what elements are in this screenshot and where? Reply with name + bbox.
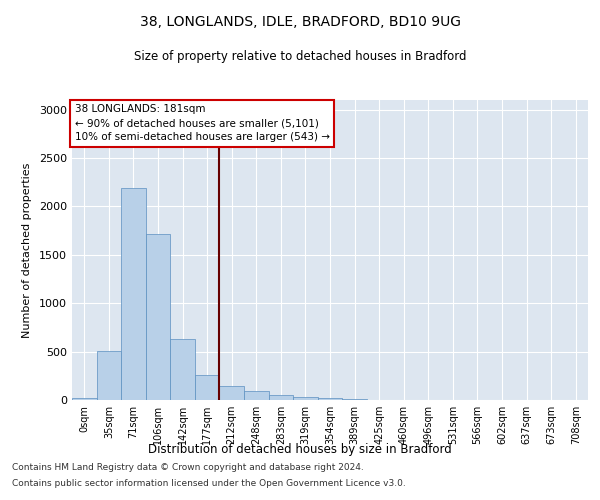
- Bar: [121, 188, 146, 400]
- Text: Size of property relative to detached houses in Bradford: Size of property relative to detached ho…: [134, 50, 466, 63]
- Bar: [220, 386, 244, 400]
- Bar: [97, 350, 121, 400]
- Text: Contains HM Land Registry data © Crown copyright and database right 2024.: Contains HM Land Registry data © Crown c…: [12, 464, 364, 472]
- Bar: [146, 234, 170, 400]
- Text: 38 LONGLANDS: 181sqm
← 90% of detached houses are smaller (5,101)
10% of semi-de: 38 LONGLANDS: 181sqm ← 90% of detached h…: [74, 104, 329, 142]
- Text: Contains public sector information licensed under the Open Government Licence v3: Contains public sector information licen…: [12, 478, 406, 488]
- Bar: [170, 339, 195, 400]
- Bar: [293, 396, 318, 400]
- Text: 38, LONGLANDS, IDLE, BRADFORD, BD10 9UG: 38, LONGLANDS, IDLE, BRADFORD, BD10 9UG: [139, 15, 461, 29]
- Text: Distribution of detached houses by size in Bradford: Distribution of detached houses by size …: [148, 442, 452, 456]
- Bar: [318, 398, 342, 400]
- Y-axis label: Number of detached properties: Number of detached properties: [22, 162, 32, 338]
- Bar: [195, 376, 220, 400]
- Bar: [72, 398, 97, 400]
- Bar: [342, 399, 367, 400]
- Bar: [244, 392, 269, 400]
- Bar: [269, 394, 293, 400]
